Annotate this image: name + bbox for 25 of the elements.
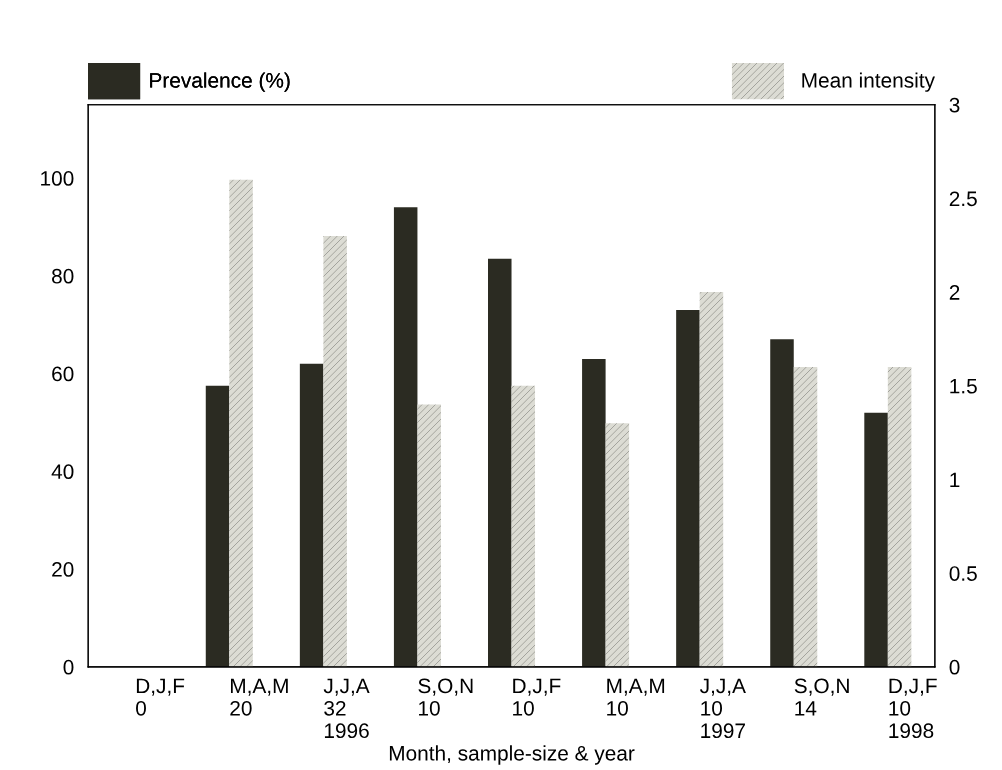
- y-tick-label: 80: [52, 268, 74, 284]
- y-tick-label: 0: [63, 659, 74, 675]
- x-tick-label: S,O,N 14: [794, 678, 849, 716]
- y2-tick-label: 2.5: [949, 191, 977, 207]
- y-tick-label: 20: [52, 562, 74, 577]
- y-tick-label: 100: [41, 171, 74, 186]
- x-axis-title: Month, sample-size & year: [389, 745, 635, 765]
- x-tick-label: M,A,M 10: [607, 678, 665, 716]
- y2-tick-label: 0.5: [949, 566, 977, 581]
- x-tick-label: D,J,F 0: [136, 678, 185, 716]
- y-tick-label: 40: [51, 464, 74, 480]
- y2-tick-label: 1: [950, 472, 960, 487]
- x-tick-label: S,O,N 10: [418, 678, 473, 716]
- y2-tick-label: 3: [949, 97, 960, 113]
- y2-tick-label: 2: [949, 285, 960, 300]
- y2-tick-label: 0: [949, 659, 960, 675]
- x-tick-label: D,J,F 10: [513, 678, 561, 716]
- legend-label: Prevalence (%): [150, 72, 290, 92]
- y2-tick-label: 1.5: [950, 378, 977, 394]
- x-tick-label: J,J,A 10 1997: [700, 678, 746, 739]
- x-tick-label: M,A,M 20: [230, 678, 288, 716]
- x-tick-label: J,J,A 32 1996: [323, 678, 370, 739]
- legend-label: Mean intensity: [802, 72, 935, 92]
- x-tick-label: D,J,F 10 1998: [889, 678, 937, 739]
- y-tick-label: 60: [52, 366, 74, 382]
